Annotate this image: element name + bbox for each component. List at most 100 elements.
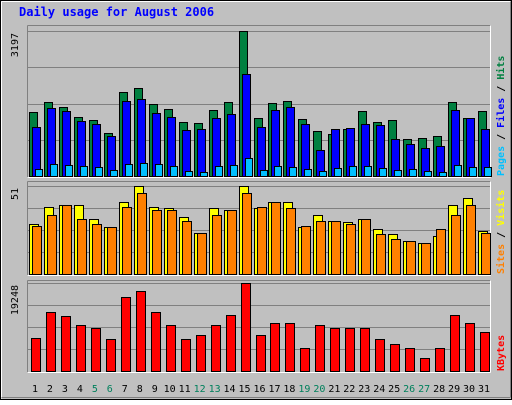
bar-sites-day-12	[197, 233, 207, 275]
bar-sites-day-26	[406, 241, 416, 275]
x-tick-label-day-19: 19	[298, 384, 310, 395]
x-tick-label-day-4: 4	[77, 384, 83, 395]
bar-pages-day-21	[334, 168, 342, 177]
x-tick-label-day-30: 30	[463, 384, 475, 395]
panel-visits-series-legend: Sites / Visits	[495, 190, 507, 274]
x-tick-label-day-22: 22	[343, 384, 355, 395]
panel-hits-bars	[29, 31, 492, 177]
x-tick-label-day-26: 26	[403, 384, 415, 395]
bar-kbytes-day-16	[256, 335, 266, 372]
x-tick-label-day-9: 9	[152, 384, 158, 395]
bar-kbytes-day-7	[121, 297, 131, 372]
bar-kbytes-day-1	[31, 338, 41, 372]
x-tick-label-day-12: 12	[194, 384, 206, 395]
bar-sites-day-15	[242, 193, 252, 275]
bar-kbytes-day-20	[315, 325, 325, 372]
bar-kbytes-day-5	[91, 328, 101, 372]
bar-pages-day-29	[454, 165, 462, 177]
bar-kbytes-day-24	[375, 339, 385, 372]
bar-sites-day-24	[376, 234, 386, 275]
x-tick-label-day-29: 29	[448, 384, 460, 395]
x-tick-label-day-5: 5	[92, 384, 98, 395]
legend-entry-hits: Hits	[495, 56, 507, 80]
bar-sites-day-20	[316, 221, 326, 275]
bar-sites-day-7	[122, 207, 132, 275]
legend-entry-pages: Pages	[496, 146, 507, 176]
bar-sites-day-2	[47, 215, 57, 275]
bar-sites-day-3	[62, 205, 72, 275]
x-tick-label-day-1: 1	[32, 384, 38, 395]
x-tick-label-day-11: 11	[179, 384, 191, 395]
bar-sites-day-6	[107, 227, 117, 275]
bar-kbytes-day-6	[106, 339, 116, 372]
bar-kbytes-day-30	[465, 323, 475, 372]
x-tick-label-day-8: 8	[137, 384, 143, 395]
legend-entry-kbytes: KBytes	[496, 335, 507, 371]
bar-files-day-12	[197, 129, 206, 177]
legend-separator: /	[496, 226, 507, 244]
bar-sites-day-16	[257, 207, 267, 275]
bar-pages-day-14	[230, 165, 238, 177]
bar-sites-day-4	[77, 219, 87, 275]
bar-pages-day-1	[35, 169, 43, 177]
panel-visits-ymax-label: 51	[10, 188, 21, 200]
x-tick-label-day-3: 3	[62, 384, 68, 395]
x-tick-label-day-6: 6	[107, 384, 113, 395]
bar-kbytes-day-4	[76, 325, 86, 372]
bar-sites-day-31	[481, 233, 491, 275]
bar-pages-day-24	[379, 168, 387, 177]
bar-sites-day-10	[167, 210, 177, 275]
bar-files-day-19	[301, 124, 310, 177]
x-tick-label-day-23: 23	[358, 384, 370, 395]
bar-kbytes-day-15	[241, 283, 251, 372]
legend-separator: /	[496, 80, 507, 98]
bar-pages-day-20	[319, 171, 327, 177]
bar-sites-day-17	[271, 202, 281, 275]
bar-pages-day-28	[439, 172, 447, 177]
bar-pages-day-25	[394, 170, 402, 177]
x-tick-label-day-7: 7	[122, 384, 128, 395]
bar-sites-day-29	[451, 215, 461, 275]
bar-files-day-11	[182, 130, 191, 177]
bar-pages-day-19	[304, 169, 312, 177]
bar-pages-day-23	[364, 166, 372, 177]
panel-hits: 3197 Pages / Files / Hits	[10, 25, 507, 178]
bar-sites-day-19	[301, 226, 311, 275]
bar-kbytes-day-11	[181, 339, 191, 372]
bar-sites-day-11	[182, 221, 192, 275]
bar-sites-day-28	[436, 229, 446, 275]
panel-kbytes-series-legend: KBytes	[496, 335, 507, 371]
panel-hits-series-legend: Pages / Files / Hits	[495, 56, 507, 176]
bar-sites-day-13	[212, 215, 222, 275]
bar-kbytes-day-27	[420, 358, 430, 372]
chart-title: Daily usage for August 2006	[19, 5, 214, 19]
panel-hits-ymax-label: 3197	[10, 33, 21, 57]
bar-pages-day-27	[424, 171, 432, 177]
bar-kbytes-day-25	[390, 344, 400, 372]
bar-pages-day-13	[215, 166, 223, 177]
panel-kbytes-bars	[31, 283, 490, 372]
x-tick-label-day-16: 16	[253, 384, 265, 395]
bar-pages-day-3	[65, 165, 73, 177]
bar-sites-day-1	[32, 226, 42, 275]
bar-sites-day-23	[361, 219, 371, 275]
bar-kbytes-day-12	[196, 335, 206, 372]
legend-separator: /	[496, 128, 507, 146]
x-tick-label-day-2: 2	[47, 384, 53, 395]
bar-sites-day-14	[227, 210, 237, 275]
bar-sites-day-27	[421, 243, 431, 275]
bar-pages-day-7	[125, 164, 133, 177]
legend-entry-sites: Sites	[495, 244, 507, 274]
panels-layer: 3197 Pages / Files / Hits 51 Sites / Visits…	[10, 25, 507, 373]
bar-kbytes-day-29	[450, 315, 460, 372]
bar-sites-day-8	[137, 193, 147, 275]
x-tick-label-day-28: 28	[433, 384, 445, 395]
panel-visits: 51 Sites / Visits	[10, 181, 507, 276]
x-tick-label-day-31: 31	[478, 384, 490, 395]
bar-sites-day-22	[346, 224, 356, 275]
bar-kbytes-day-9	[151, 312, 161, 372]
bar-files-day-16	[257, 127, 266, 177]
bar-kbytes-day-21	[330, 328, 340, 372]
